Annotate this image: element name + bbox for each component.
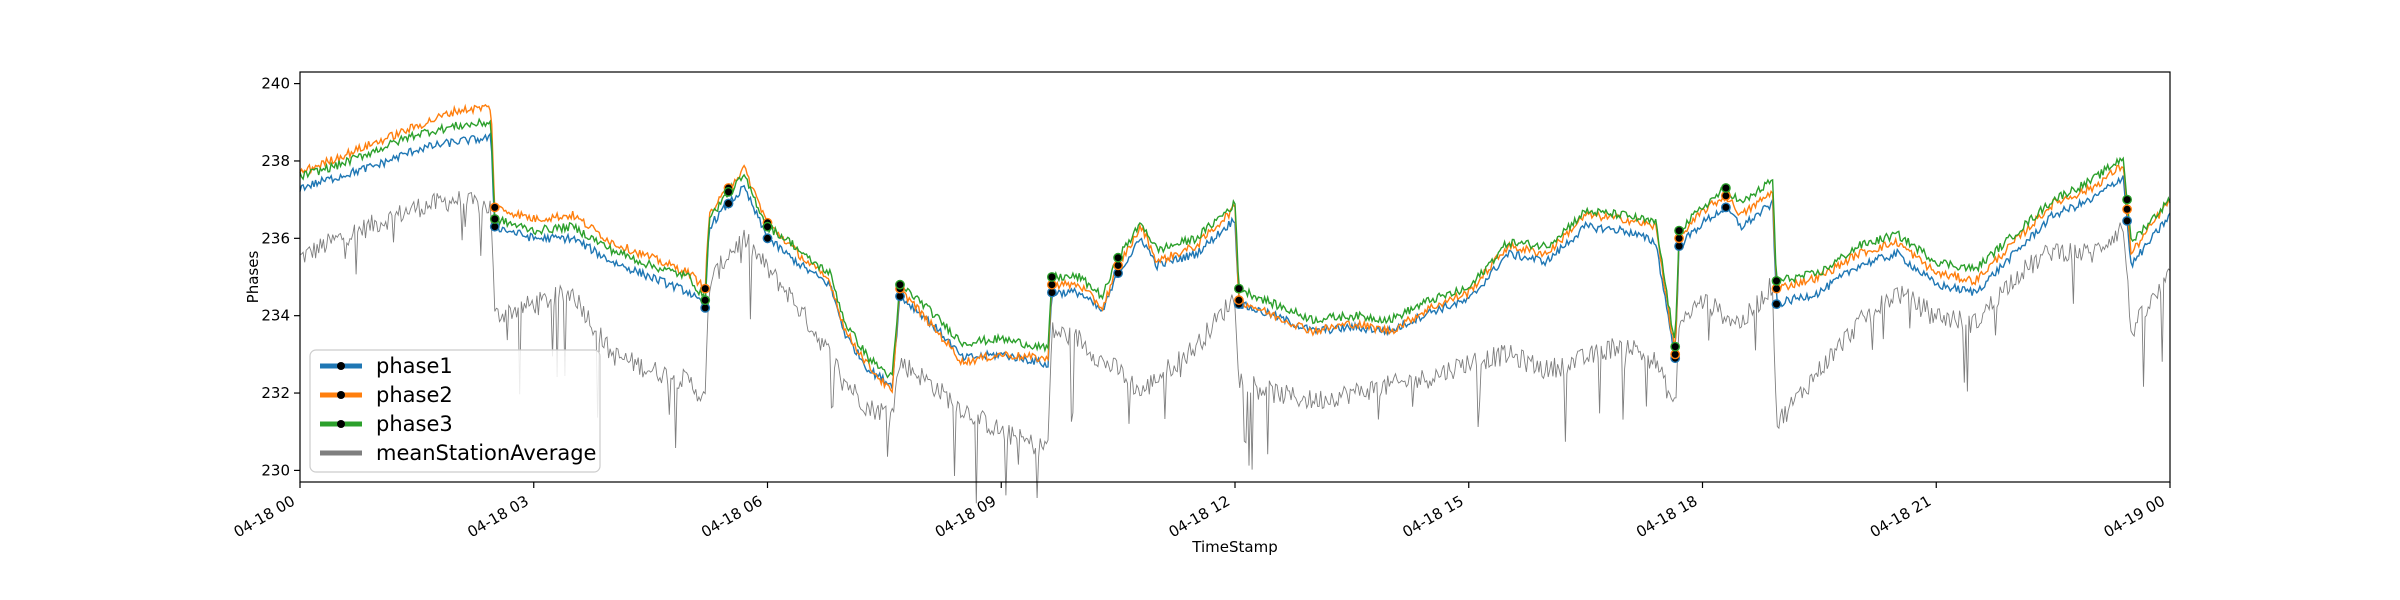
y-tick-label-5: 240 — [261, 75, 290, 93]
y-axis-ticks: 230 232 234 236 238 240 — [261, 75, 300, 479]
series-line-meanstationaverage — [299, 191, 2171, 504]
legend-marker-phase1 — [337, 362, 345, 370]
y-tick-label-1: 232 — [261, 384, 290, 402]
y-tick-label-2: 234 — [261, 307, 290, 325]
event-marker-phase2-1 — [700, 283, 711, 294]
event-marker-phase3-10 — [1721, 183, 1731, 193]
event-marker-phase2-7 — [1234, 295, 1244, 306]
event-marker-phase2-12 — [2122, 204, 2133, 215]
series-layer — [299, 103, 2171, 504]
legend-label-phase2: phase2 — [376, 383, 453, 407]
event-marker-layer — [489, 183, 2133, 364]
event-marker-phase1-11 — [1771, 299, 1782, 309]
series-line-phase3 — [299, 117, 2171, 379]
event-marker-phase3-0 — [489, 214, 500, 224]
event-marker-phase3-4 — [895, 279, 905, 290]
event-marker-phase3-8 — [1670, 341, 1681, 352]
legend-label-phase3: phase3 — [376, 412, 453, 436]
event-marker-phase1-10 — [1721, 202, 1731, 213]
legend-label-meanStationAverage: meanStationAverage — [376, 441, 596, 465]
event-marker-phase3-5 — [1047, 272, 1057, 282]
event-marker-phase3-1 — [700, 295, 711, 306]
legend-marker-phase3 — [337, 420, 345, 428]
event-marker-phase1-3 — [762, 233, 773, 244]
y-tick-label-4: 238 — [261, 152, 290, 170]
legend: phase1 phase2 phase3 meanStationAverage — [309, 349, 601, 473]
event-marker-phase1-12 — [2122, 215, 2133, 226]
event-marker-phase3-12 — [2122, 194, 2133, 205]
event-marker-phase3-2 — [723, 186, 734, 197]
event-marker-phase3-11 — [1771, 275, 1782, 286]
legend-box — [309, 349, 601, 473]
y-axis-label: Phases — [244, 251, 262, 304]
event-marker-phase1-2 — [723, 198, 734, 209]
y-tick-label-3: 236 — [261, 229, 290, 247]
legend-marker-phase2 — [337, 391, 345, 399]
event-marker-phase3-6 — [1113, 252, 1124, 263]
event-marker-phase3-9 — [1674, 225, 1685, 236]
event-marker-phase3-3 — [762, 221, 773, 232]
y-tick-label-0: 230 — [261, 461, 290, 479]
event-marker-phase3-7 — [1234, 283, 1244, 294]
x-axis-label: TimeStamp — [1191, 538, 1277, 556]
legend-label-phase1: phase1 — [376, 354, 453, 378]
event-marker-phase2-0 — [489, 202, 500, 213]
